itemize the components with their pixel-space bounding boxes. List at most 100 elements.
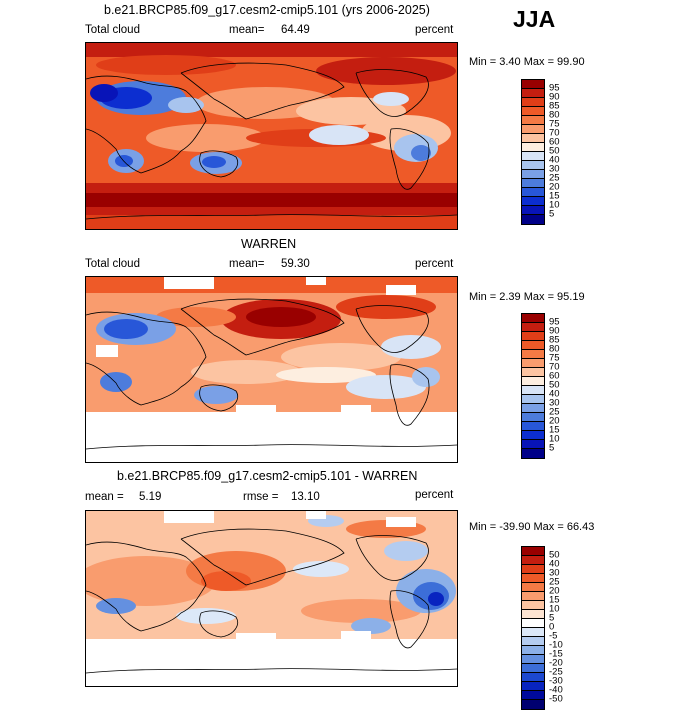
colorbar-swatch	[522, 314, 544, 323]
colorbar-swatch	[522, 152, 544, 161]
colorbar-label: 30	[549, 567, 560, 579]
colorbar-label: 70	[549, 361, 560, 373]
colorbar-swatch	[522, 197, 544, 206]
colorbar-label: -50	[549, 693, 563, 705]
panel-1-map	[85, 42, 458, 230]
panel-3-title: b.e21.BRCP85.f09_g17.cesm2-cmip5.101 - W…	[117, 469, 418, 483]
colorbar-swatch	[522, 700, 544, 709]
panel-2-map	[85, 276, 458, 463]
colorbar-label: 15	[549, 190, 560, 202]
colorbar-swatch	[522, 682, 544, 691]
colorbar-swatch	[522, 107, 544, 116]
colorbar-label: 40	[549, 558, 560, 570]
panel-1-colorbar	[521, 79, 545, 225]
colorbar-label: 80	[549, 343, 560, 355]
colorbar-swatch	[522, 170, 544, 179]
colorbar-label: 50	[549, 145, 560, 157]
colorbar-swatch	[522, 395, 544, 404]
colorbar-swatch	[522, 449, 544, 458]
panel-3-mean-label: mean =	[85, 491, 124, 503]
panel-2-mean-label: mean=	[229, 258, 265, 270]
panel-1-mean-label: mean=	[229, 24, 265, 36]
panel-3-rmse-value: 13.10	[291, 491, 320, 503]
colorbar-swatch	[522, 655, 544, 664]
colorbar-label: 50	[549, 549, 560, 561]
colorbar-label: 85	[549, 100, 560, 112]
colorbar-swatch	[522, 332, 544, 341]
colorbar-swatch	[522, 215, 544, 224]
colorbar-swatch	[522, 206, 544, 215]
panel-2-minmax: Min = 2.39 Max = 95.19	[469, 291, 585, 303]
colorbar-label: 20	[549, 415, 560, 427]
colorbar-label: -20	[549, 657, 563, 669]
colorbar-swatch	[522, 628, 544, 637]
colorbar-label: 20	[549, 181, 560, 193]
colorbar-label: 90	[549, 91, 560, 103]
colorbar-label: -25	[549, 666, 563, 678]
colorbar-swatch	[522, 619, 544, 628]
colorbar-label: 15	[549, 594, 560, 606]
colorbar-swatch	[522, 601, 544, 610]
panel-2-variable: Total cloud	[85, 258, 140, 270]
colorbar-label: 85	[549, 334, 560, 346]
colorbar-label: 60	[549, 136, 560, 148]
colorbar-label: 25	[549, 406, 560, 418]
colorbar-swatch	[522, 125, 544, 134]
colorbar-swatch	[522, 583, 544, 592]
colorbar-swatch	[522, 673, 544, 682]
colorbar-label: -15	[549, 648, 563, 660]
colorbar-swatch	[522, 404, 544, 413]
colorbar-label: 90	[549, 325, 560, 337]
colorbar-label: 95	[549, 82, 560, 94]
colorbar-swatch	[522, 161, 544, 170]
panel-2-title: WARREN	[241, 237, 297, 251]
colorbar-label: -40	[549, 684, 563, 696]
colorbar-swatch	[522, 386, 544, 395]
colorbar-label: 20	[549, 585, 560, 597]
colorbar-swatch	[522, 116, 544, 125]
season-label: JJA	[513, 6, 556, 32]
panel-3-colorbar	[521, 546, 545, 710]
colorbar-swatch	[522, 368, 544, 377]
panel-3-minmax: Min = -39.90 Max = 66.43	[469, 521, 595, 533]
colorbar-label: 50	[549, 379, 560, 391]
colorbar-label: 30	[549, 397, 560, 409]
colorbar-swatch	[522, 413, 544, 422]
panel-1-variable: Total cloud	[85, 24, 140, 36]
colorbar-swatch	[522, 556, 544, 565]
panel-3-units: percent	[415, 489, 454, 501]
panel-2-colorbar	[521, 313, 545, 459]
panel-1-title: b.e21.BRCP85.f09_g17.cesm2-cmip5.101 (yr…	[104, 3, 430, 17]
colorbar-swatch	[522, 323, 544, 332]
colorbar-swatch	[522, 188, 544, 197]
colorbar-label: 40	[549, 388, 560, 400]
colorbar-label: 75	[549, 352, 560, 364]
colorbar-swatch	[522, 98, 544, 107]
colorbar-swatch	[522, 80, 544, 89]
colorbar-label: 70	[549, 127, 560, 139]
colorbar-swatch	[522, 359, 544, 368]
colorbar-label: -5	[549, 630, 558, 642]
colorbar-label: -10	[549, 639, 563, 651]
colorbar-label: 5	[549, 612, 555, 624]
colorbar-swatch	[522, 422, 544, 431]
colorbar-swatch	[522, 431, 544, 440]
colorbar-label: 25	[549, 172, 560, 184]
panel-1-mean-value: 64.49	[281, 24, 310, 36]
colorbar-swatch	[522, 547, 544, 556]
colorbar-label: 40	[549, 154, 560, 166]
colorbar-swatch	[522, 646, 544, 655]
colorbar-label: 95	[549, 316, 560, 328]
colorbar-label: 10	[549, 433, 560, 445]
colorbar-label: 10	[549, 199, 560, 211]
colorbar-swatch	[522, 610, 544, 619]
colorbar-label: 60	[549, 370, 560, 382]
colorbar-swatch	[522, 89, 544, 98]
colorbar-swatch	[522, 637, 544, 646]
colorbar-label: 10	[549, 603, 560, 615]
colorbar-label: -30	[549, 675, 563, 687]
colorbar-swatch	[522, 664, 544, 673]
colorbar-swatch	[522, 565, 544, 574]
colorbar-swatch	[522, 592, 544, 601]
colorbar-swatch	[522, 179, 544, 188]
